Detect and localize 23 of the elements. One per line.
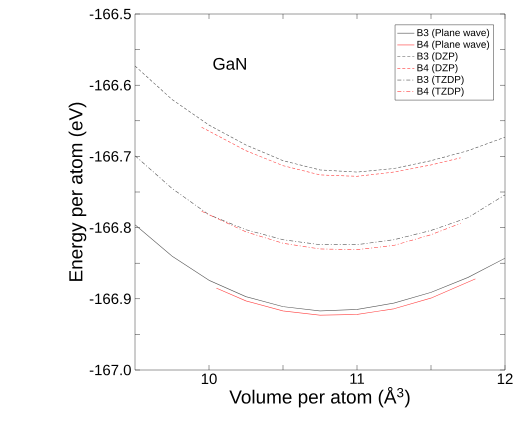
legend-label: B3 (Plane wave) bbox=[417, 28, 490, 38]
legend-label: B3 (TZDP) bbox=[417, 76, 464, 85]
y-tick-label: -166.9 bbox=[90, 294, 131, 304]
x-tick-label: 11 bbox=[350, 374, 364, 384]
legend-label: B4 (DZP) bbox=[417, 64, 458, 74]
y-tick-label: -166.8 bbox=[90, 222, 131, 233]
y-tick-label: -166.7 bbox=[90, 151, 131, 162]
legend-label: B4 (Plane wave) bbox=[417, 40, 490, 50]
x-tick-label: 10 bbox=[202, 374, 217, 384]
y-tick-label: -167.0 bbox=[90, 364, 131, 376]
legend-label: B3 (DZP) bbox=[417, 52, 458, 62]
line-series bbox=[135, 224, 506, 312]
y-axis-title: Energy per atom (eV) bbox=[68, 102, 86, 281]
x-axis-title: Volume per atom (Å$^{3}$) bbox=[229, 386, 410, 408]
line-series bbox=[135, 155, 506, 245]
y-tick-label: -166.6 bbox=[90, 80, 131, 90]
line-series bbox=[201, 210, 461, 250]
legend-label: B4 (TZDP) bbox=[417, 87, 464, 97]
annotation: GaN bbox=[213, 58, 246, 70]
line-series bbox=[201, 126, 461, 177]
x-tick-label: 12 bbox=[498, 374, 513, 384]
line-series bbox=[216, 278, 476, 316]
y-tick-label: -166.5 bbox=[90, 8, 131, 20]
